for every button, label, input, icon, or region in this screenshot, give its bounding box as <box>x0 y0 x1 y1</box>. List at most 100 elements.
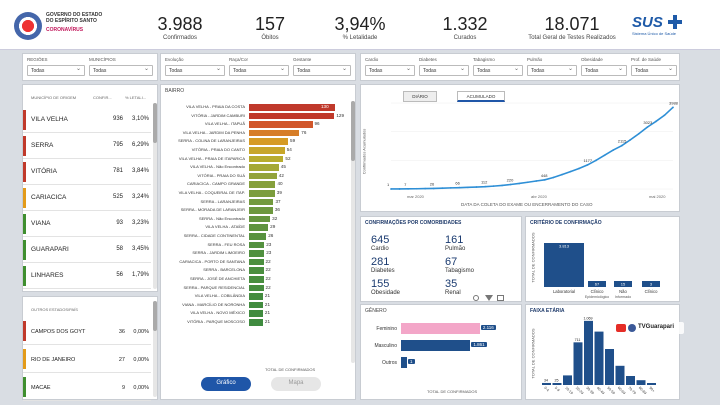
municipio-name: VITÓRIA <box>31 168 58 175</box>
grafico-button[interactable]: Gráfico <box>201 377 251 391</box>
bairro-bar-row[interactable]: VILA VELHA - PRAIA DA COSTA 130 <box>161 103 351 111</box>
row-color-bar <box>23 136 26 156</box>
bairro-bar-row[interactable]: SERRA - FEU ROSA 23 <box>161 241 351 249</box>
obesidade-select[interactable]: Todas <box>581 65 627 76</box>
bairro-label: SERRA - Não Encontrado <box>198 215 245 221</box>
faixa-bar <box>584 320 593 385</box>
municipio-letality: 6,29% <box>131 142 149 148</box>
faixa-value: 34 <box>544 378 548 382</box>
filter-label: Diabetes <box>419 57 437 62</box>
bairro-bar-row[interactable]: VILA VELHA - ATAÍDE 29 <box>161 223 351 231</box>
data-label: 7 <box>404 182 407 187</box>
genero-value: 1.861 <box>471 342 487 347</box>
bairro-label: SERRA - COLINA DE LARANJEIRAS <box>178 138 245 144</box>
municipio-name: CARIACICA <box>31 194 67 201</box>
table-row[interactable]: VITÓRIA 781 3,84% <box>23 159 151 185</box>
bairro-bar-row[interactable]: SERRA - JOSÉ DE ANCHIETA 22 <box>161 275 351 283</box>
municipio-letality: 1,79% <box>131 272 149 278</box>
bairro-bar-row[interactable]: VILA VELHA - COQUEIRAL DE ITAP. 39 <box>161 189 351 197</box>
gestante-select[interactable]: Todas <box>293 65 351 76</box>
info-icon[interactable] <box>473 295 479 301</box>
col-header-letalidade[interactable]: % LETALI... <box>125 95 147 100</box>
bairro-bar-row[interactable]: SERRA - COLINA DE LARANJEIRAS 59 <box>161 137 351 145</box>
genero-value: 2.116 <box>480 325 496 330</box>
diabetes-select[interactable]: Todas <box>419 65 469 76</box>
bairro-label: VILA VELHA - Não Encontrado <box>190 164 245 170</box>
bairro-bar-row[interactable]: VITÓRIA - PRAIA DO SUÁ 42 <box>161 172 351 180</box>
bairro-bar-row[interactable]: CARIACICA - CAMPO GRANDE 40 <box>161 180 351 188</box>
table-row[interactable]: LINHARES 56 1,79% <box>23 263 151 289</box>
faixa-value: 711 <box>575 338 581 342</box>
table-row[interactable]: VIANA 93 3,23% <box>23 211 151 237</box>
table-row[interactable]: VILA VELHA 936 3,10% <box>23 107 151 133</box>
bairro-bar-row[interactable]: SERRA - BARCELONA 22 <box>161 266 351 274</box>
pulmao-select[interactable]: Todas <box>527 65 577 76</box>
tabagismo-select[interactable]: Todas <box>473 65 523 76</box>
line-point <box>501 184 503 187</box>
line-point <box>586 163 589 166</box>
bairro-bar <box>249 258 264 266</box>
col-header-confirmados[interactable]: CONFIR... <box>93 95 112 100</box>
bairro-bar-row[interactable]: SERRA - Não Encontrado 32 <box>161 215 351 223</box>
bairro-bar-row[interactable]: VITÓRIA - JARDIM CAMBURI 129 <box>161 112 351 120</box>
table-row[interactable]: CAMPOS DOS GOYT 36 0,00% <box>23 317 151 345</box>
bairro-bar-row[interactable]: VILA VELHA - NOVO MÉXICO 21 <box>161 309 351 317</box>
bairro-bar-row[interactable]: VILA VELHA - PRAIA DE ITAPARICA 52 <box>161 155 351 163</box>
filter-icon[interactable] <box>485 295 493 301</box>
cardio-select[interactable]: Todas <box>365 65 415 76</box>
pulmao-value: 161 <box>445 234 464 246</box>
municipio-name: GUARAPARI <box>31 246 69 253</box>
prof-saude-select[interactable]: Todas <box>631 65 677 76</box>
genero-bar <box>401 357 407 368</box>
bairro-bar-row[interactable]: CARIACICA - PORTO DE SANTANA 22 <box>161 258 351 266</box>
bairro-bar-row[interactable]: SERRA - CIDADE CONTINENTAL 26 <box>161 232 351 240</box>
bairro-bar-row[interactable]: SERRA - MORADA DE LARANJEIR 36 <box>161 206 351 214</box>
focus-mode-icon[interactable] <box>497 295 504 301</box>
line-point <box>475 186 478 188</box>
faixa-category: 50-59 <box>606 386 615 395</box>
raca-cor-select[interactable]: Todas <box>229 65 289 76</box>
table-row[interactable]: RIO DE JANEIRO 27 0,00% <box>23 345 151 373</box>
bairro-value: 54 <box>286 147 292 152</box>
bairro-bar-row[interactable]: VILA VELHA - Não Encontrado 45 <box>161 163 351 171</box>
municipios-rows: VILA VELHA 936 3,10% SERRA 795 6,29% VITÓRIA 78… <box>23 107 151 291</box>
table-row[interactable]: GUARAPARI 58 3,45% <box>23 237 151 263</box>
municipios-select[interactable]: Todas <box>89 65 153 76</box>
table-row[interactable]: MACAE 9 0,00% <box>23 373 151 401</box>
bairro-bar <box>249 129 300 137</box>
bairro-bar-row[interactable]: SERRA - JARDIM LIMOEIRO 23 <box>161 249 351 257</box>
bairro-bar-row[interactable]: VILA VELHA - COBILÂNDIA 21 <box>161 292 351 300</box>
outros-letality: 0,00% <box>133 357 149 363</box>
kpi-value: 157 <box>254 14 286 34</box>
municipios-table: MUNICÍPIO DE ORIGEM CONFIR... % LETALI..… <box>22 84 158 292</box>
bairro-bar-row[interactable]: SERRA - LARANJEIRAS 37 <box>161 198 351 206</box>
bairro-bar-row[interactable]: VITÓRIA - PARQUE MOSCOSO 21 <box>161 318 351 326</box>
tab-diario[interactable]: DIÁRIO <box>403 91 437 102</box>
bairro-bar-row[interactable]: VILA VELHA - ITAPUÃ 96 <box>161 120 351 128</box>
scrollbar[interactable] <box>351 101 355 363</box>
table-row[interactable]: CARIACICA 525 3,24% <box>23 185 151 211</box>
mapa-button[interactable]: Mapa <box>271 377 321 391</box>
line-point <box>441 187 444 190</box>
tabagismo-label: Tabagismo <box>445 268 475 274</box>
bairro-label: VILA VELHA - PRAIA DA COSTA <box>186 104 245 109</box>
comorbidades-panel: CONFIRMAÇÕES POR COMORBIDADES 645 Cardio… <box>360 216 522 302</box>
regioes-select[interactable]: Todas <box>27 65 85 76</box>
table-row[interactable]: SERRA 795 6,29% <box>23 133 151 159</box>
line-point <box>672 106 674 109</box>
scrollbar[interactable] <box>153 103 157 289</box>
bairro-bar-row[interactable]: VILA VELHA - JARDIM DA PENHA 76 <box>161 129 351 137</box>
scrollbar[interactable] <box>153 301 157 397</box>
kpi-letalidade: 3,94% % Letalidade <box>330 14 390 41</box>
bairro-bar-row[interactable]: VITÓRIA - PRAIA DO CANTO 54 <box>161 146 351 154</box>
col-header-municipio[interactable]: MUNICÍPIO DE ORIGEM <box>31 95 77 100</box>
bairro-value: 29 <box>270 224 276 230</box>
tab-acumulado[interactable]: ACUMULADO <box>457 91 505 102</box>
row-color-bar <box>23 377 26 397</box>
data-label: 66 <box>455 181 460 186</box>
evolucao-select[interactable]: Todas <box>165 65 225 76</box>
bairro-bar-row[interactable]: SERRA - PARQUE RESIDENCIAL 22 <box>161 284 351 292</box>
outros-letality: 0,00% <box>133 385 149 391</box>
bairro-bar-row[interactable]: VIANA - MARCÍLIO DE NORONHA 21 <box>161 301 351 309</box>
filter-label: Tabagismo <box>473 57 495 62</box>
